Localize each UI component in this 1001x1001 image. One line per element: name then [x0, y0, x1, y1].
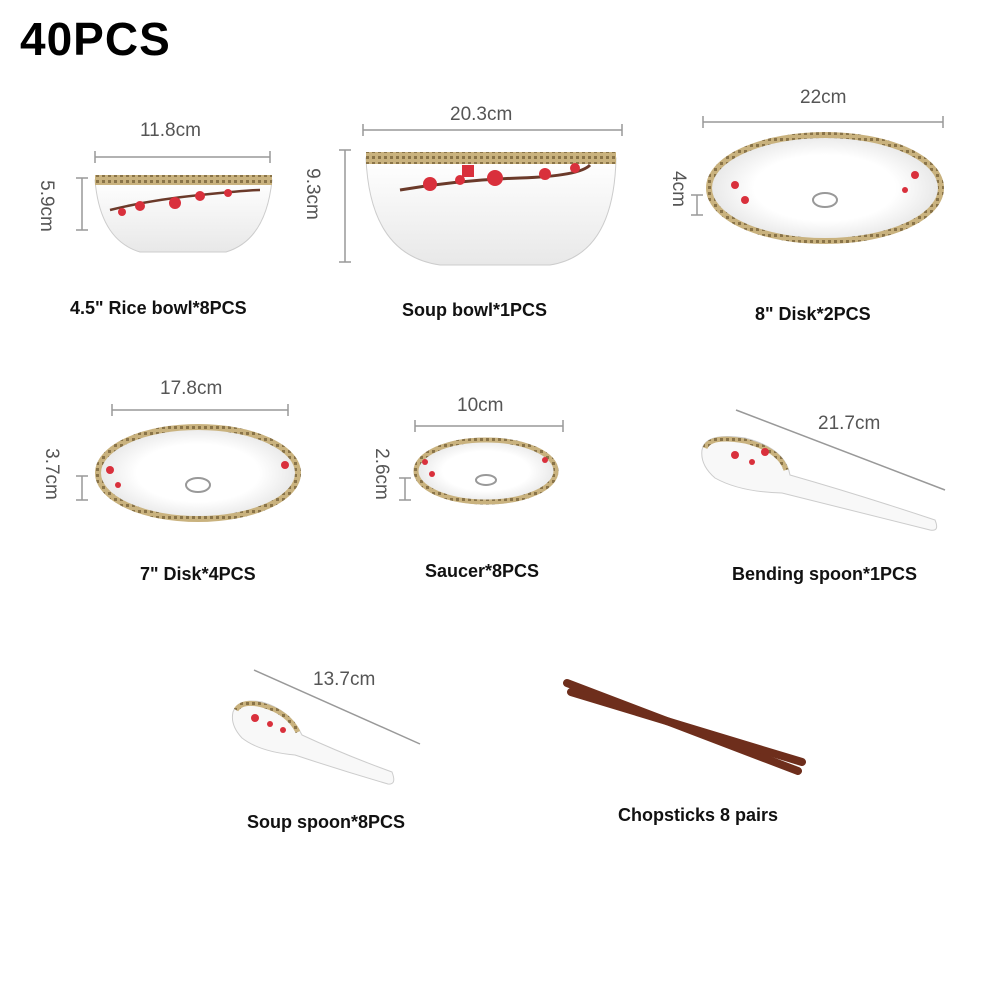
dimension-lines	[76, 116, 946, 745]
large-disk	[706, 132, 944, 244]
rice-bowl-height: 5.9cm	[35, 180, 57, 232]
rice-bowl	[94, 175, 273, 253]
rice-bowl-width: 11.8cm	[140, 120, 201, 141]
medium-disk-label: 7" Disk*4PCS	[140, 564, 256, 584]
medium-disk-height: 3.7cm	[40, 448, 62, 500]
chopsticks-label: Chopsticks 8 pairs	[618, 805, 779, 825]
large-disk-label: 8" Disk*2PCS	[755, 304, 871, 324]
large-disk-width: 22cm	[800, 87, 847, 108]
bending-spoon-length: 21.7cm	[818, 413, 881, 434]
saucer-width: 10cm	[457, 395, 504, 416]
page-title: 40PCS	[20, 13, 171, 65]
saucer-label: Saucer*8PCS	[425, 561, 540, 581]
soup-spoon-length: 13.7cm	[313, 669, 376, 690]
bending-spoon-label: Bending spoon*1PCS	[732, 564, 918, 584]
large-disk-height: 4cm	[667, 171, 689, 207]
soup-bowl-width: 20.3cm	[450, 104, 513, 125]
chopsticks	[563, 679, 806, 775]
soup-spoon-label: Soup spoon*8PCS	[247, 812, 406, 832]
soup-bowl-label: Soup bowl*1PCS	[402, 300, 548, 320]
medium-disk-width: 17.8cm	[160, 378, 223, 399]
rice-bowl-label: 4.5" Rice bowl*8PCS	[70, 298, 247, 318]
soup-bowl-height: 9.3cm	[301, 168, 323, 220]
saucer	[413, 437, 559, 505]
medium-disk	[95, 424, 301, 522]
soup-spoon	[231, 700, 395, 785]
bending-spoon	[701, 436, 938, 531]
soup-bowl	[365, 152, 617, 266]
saucer-height: 2.6cm	[370, 448, 392, 500]
